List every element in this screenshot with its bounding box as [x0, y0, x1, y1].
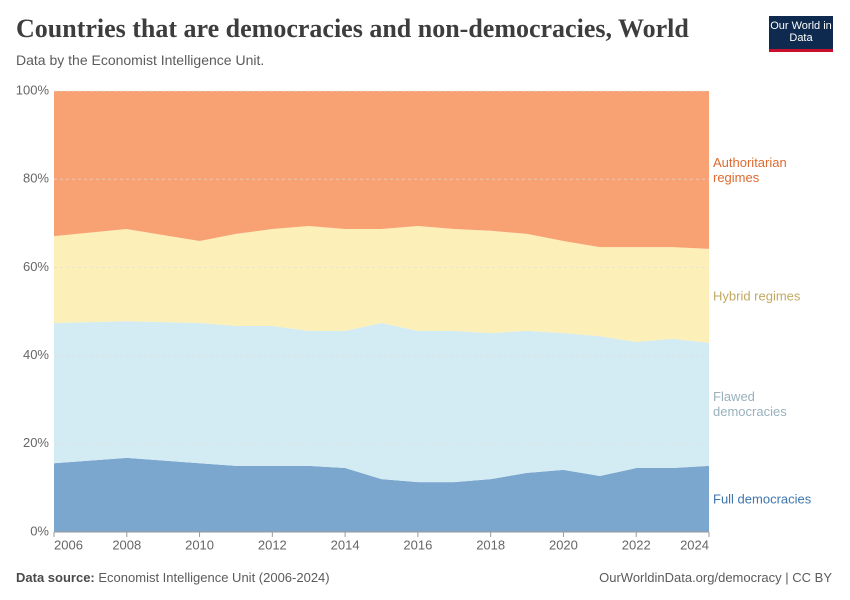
logo[interactable]: Our World in Data	[769, 16, 833, 52]
area	[54, 457, 709, 532]
x-tick-label: 2014	[331, 537, 360, 552]
x-tick-label: 2024	[680, 537, 709, 552]
y-tick-label: 40%	[23, 347, 49, 362]
x-tick-label: 2008	[112, 537, 141, 552]
area	[54, 321, 709, 483]
y-tick-label: 20%	[23, 435, 49, 450]
source-label: Data source:	[16, 570, 95, 585]
legend-label[interactable]: Hybrid regimes	[713, 288, 801, 304]
x-tick-label: 2012	[258, 537, 287, 552]
y-tick-label: 100%	[16, 82, 50, 97]
x-tick-label: 2010	[185, 537, 214, 552]
x-tick-label: 2020	[549, 537, 578, 552]
legend-label[interactable]: Flawed democracies	[713, 389, 787, 420]
y-tick-label: 0%	[30, 523, 49, 538]
y-tick-label: 60%	[23, 259, 49, 274]
legend-label[interactable]: Full democracies	[713, 491, 812, 507]
legend-label[interactable]: Authoritarian regimes	[713, 154, 787, 185]
footer-link[interactable]: OurWorldinData.org/democracy | CC BY	[599, 570, 832, 585]
source: Data source: Economist Intelligence Unit…	[16, 570, 330, 585]
x-tick-label: 2022	[622, 537, 651, 552]
area	[54, 225, 709, 343]
chart-subtitle: Data by the Economist Intelligence Unit.	[16, 52, 265, 68]
chart-title: Countries that are democracies and non-d…	[16, 14, 689, 43]
source-text: Economist Intelligence Unit (2006-2024)	[98, 570, 330, 585]
area	[54, 91, 709, 249]
x-tick-label: 2018	[476, 537, 505, 552]
x-tick-label: 2006	[54, 537, 83, 552]
y-tick-label: 80%	[23, 171, 49, 186]
x-tick-label: 2016	[403, 537, 432, 552]
